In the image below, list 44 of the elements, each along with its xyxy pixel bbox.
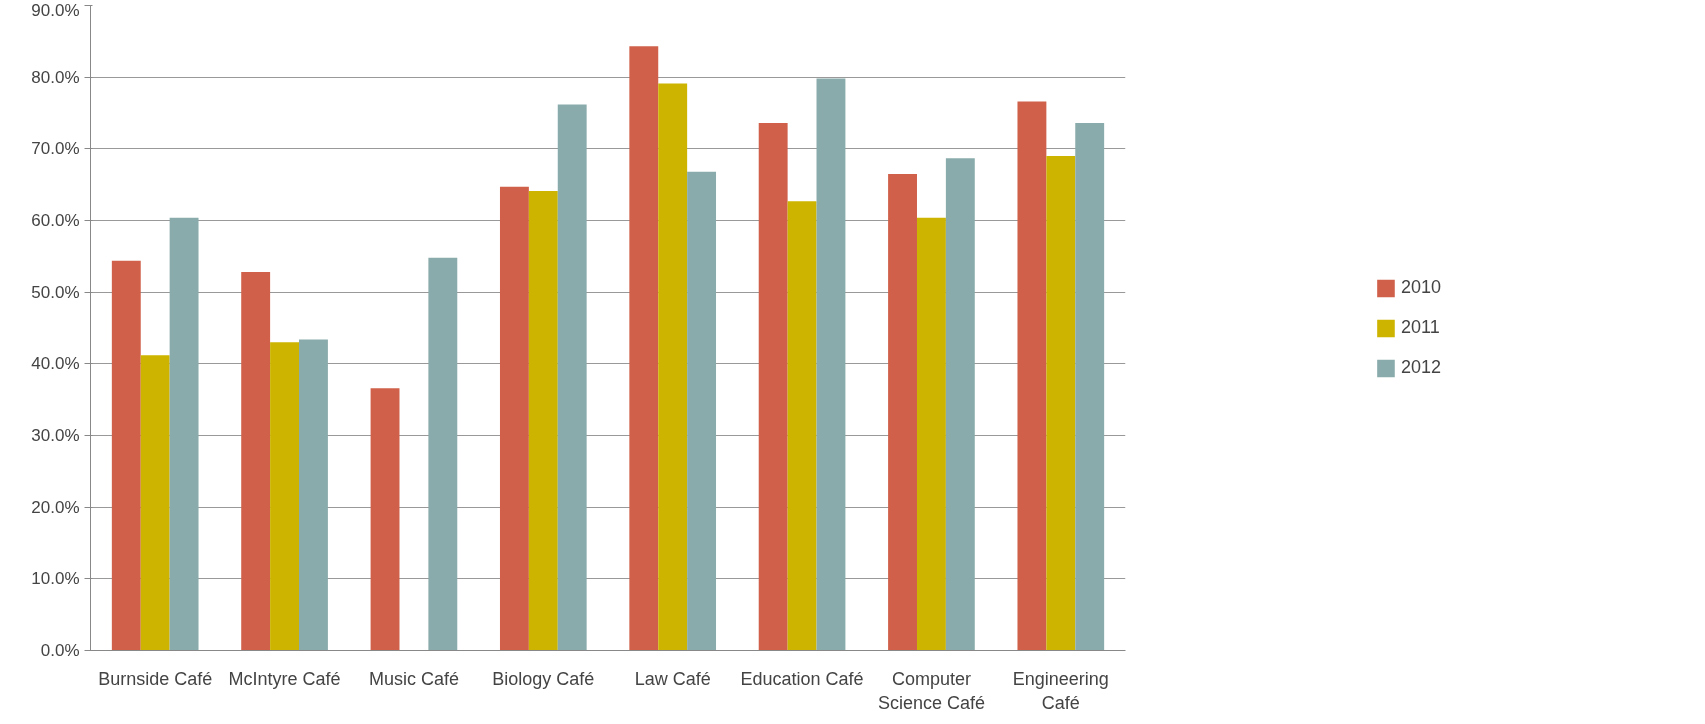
x-tick-label: Biology Café bbox=[492, 668, 595, 689]
bar bbox=[816, 78, 846, 651]
legend-label: 2010 bbox=[1400, 277, 1442, 298]
bar bbox=[945, 158, 975, 651]
y-tick-label: 60.0% bbox=[31, 211, 80, 230]
bar bbox=[428, 257, 458, 651]
y-tick-label: 90.0% bbox=[31, 0, 80, 20]
y-tick-label: 20.0% bbox=[31, 497, 80, 517]
bar bbox=[370, 388, 400, 651]
bar bbox=[758, 123, 788, 651]
legend-label: 2011 bbox=[1400, 317, 1440, 338]
legend-label: 2012 bbox=[1400, 357, 1442, 378]
y-tick-label: 0.0% bbox=[40, 641, 80, 660]
y-tick-label: 30.0% bbox=[31, 426, 80, 445]
x-tick-label: McIntyre Café bbox=[228, 668, 341, 689]
x-tick-label: Computer Science Café bbox=[877, 668, 985, 713]
y-tick-label: 40.0% bbox=[31, 354, 80, 374]
bar bbox=[629, 46, 659, 651]
bar bbox=[111, 260, 141, 651]
y-tick-label: 50.0% bbox=[31, 282, 80, 302]
bar bbox=[299, 339, 328, 651]
x-tick-label: Education Café bbox=[740, 668, 864, 689]
y-tick-label: 70.0% bbox=[31, 139, 80, 159]
bar bbox=[270, 342, 300, 651]
x-tick-label: Music Café bbox=[368, 668, 459, 689]
bar bbox=[1046, 156, 1076, 651]
bar bbox=[499, 186, 529, 651]
bar bbox=[658, 83, 688, 651]
bar bbox=[169, 217, 199, 651]
bar bbox=[140, 355, 170, 651]
y-tick-label: 80.0% bbox=[31, 67, 80, 87]
y-tick-label: 10.0% bbox=[31, 569, 80, 589]
bar bbox=[557, 104, 587, 651]
x-tick-label: Law Café bbox=[634, 668, 711, 689]
bar bbox=[1075, 123, 1105, 651]
bar bbox=[687, 171, 717, 651]
bar bbox=[888, 173, 917, 651]
x-tick-label: Engineering Café bbox=[1012, 668, 1109, 713]
bar bbox=[241, 272, 271, 651]
bar bbox=[528, 191, 558, 651]
bar bbox=[916, 217, 946, 651]
bar bbox=[787, 201, 817, 651]
x-tick-label: Burnside Café bbox=[98, 668, 213, 689]
bar bbox=[1017, 101, 1047, 651]
